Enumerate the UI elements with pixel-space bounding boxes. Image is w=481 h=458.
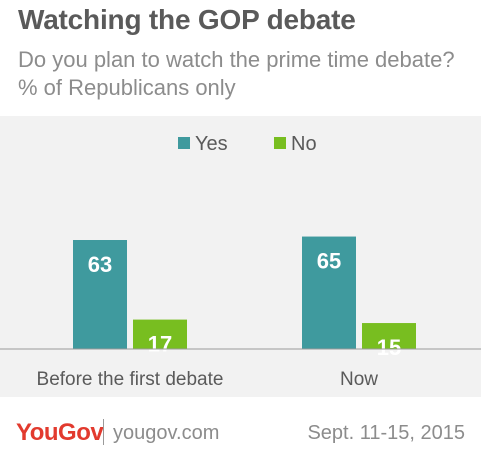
bar-no-0 [133,319,187,349]
survey-date: Sept. 11-15, 2015 [307,422,465,444]
data-label-no-0: 17 [148,332,172,357]
chart-subtitle: Do you plan to watch the prime time deba… [18,47,455,100]
bar-yes-1 [302,236,356,349]
category-label-1: Now [340,369,378,390]
legend-swatch-yes [178,137,190,149]
legend-label-yes: Yes [195,133,228,155]
bar-no-1 [362,323,416,349]
bar-yes-0 [73,240,127,349]
legend-swatch-no [274,137,286,149]
category-label-0: Before the first debate [37,369,224,390]
chart-title: Watching the GOP debate [18,4,356,35]
data-label-yes-0: 63 [88,252,112,277]
data-label-no-1: 15 [377,335,401,360]
legend-label-no: No [291,133,317,155]
footer: YouGov yougov.com Sept. 11-15, 2015 [0,397,481,458]
site-url: yougov.com [113,422,220,444]
data-label-yes-1: 65 [317,249,341,274]
yougov-logo: YouGov [16,419,104,446]
logo-divider [103,419,104,445]
